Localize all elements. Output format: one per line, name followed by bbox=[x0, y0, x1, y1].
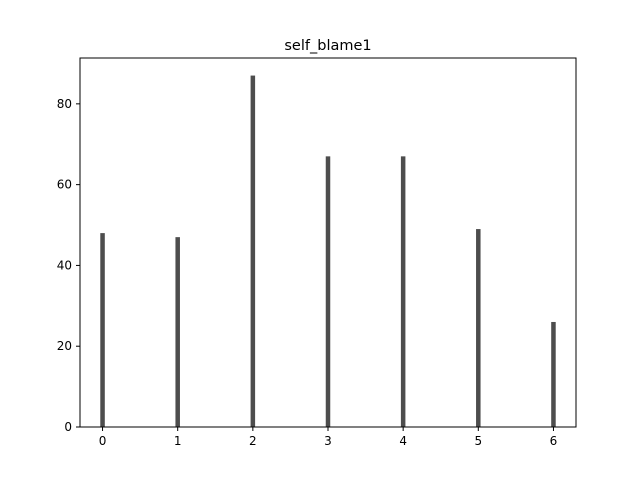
bar-5 bbox=[476, 229, 481, 427]
x-tick-label: 1 bbox=[174, 434, 182, 448]
bar-4 bbox=[400, 156, 406, 427]
x-tick-label: 5 bbox=[474, 434, 482, 448]
bar-2 bbox=[250, 75, 256, 428]
chart-title: self_blame1 bbox=[284, 38, 371, 54]
bar-1 bbox=[175, 237, 180, 427]
bars bbox=[100, 75, 556, 428]
x-tick-label: 0 bbox=[99, 434, 107, 448]
bar-0 bbox=[100, 233, 105, 427]
y-tick-label: 0 bbox=[64, 420, 72, 434]
x-tick-label: 2 bbox=[249, 434, 257, 448]
bar-3 bbox=[325, 156, 331, 427]
bar-6 bbox=[551, 321, 556, 427]
x-tick-label: 3 bbox=[324, 434, 332, 448]
y-tick-label: 60 bbox=[57, 178, 72, 192]
x-tick-label: 6 bbox=[550, 434, 558, 448]
y-tick-label: 20 bbox=[57, 339, 72, 353]
y-tick-label: 40 bbox=[57, 258, 72, 272]
y-tick-label: 80 bbox=[57, 97, 72, 111]
x-tick-label: 4 bbox=[399, 434, 407, 448]
